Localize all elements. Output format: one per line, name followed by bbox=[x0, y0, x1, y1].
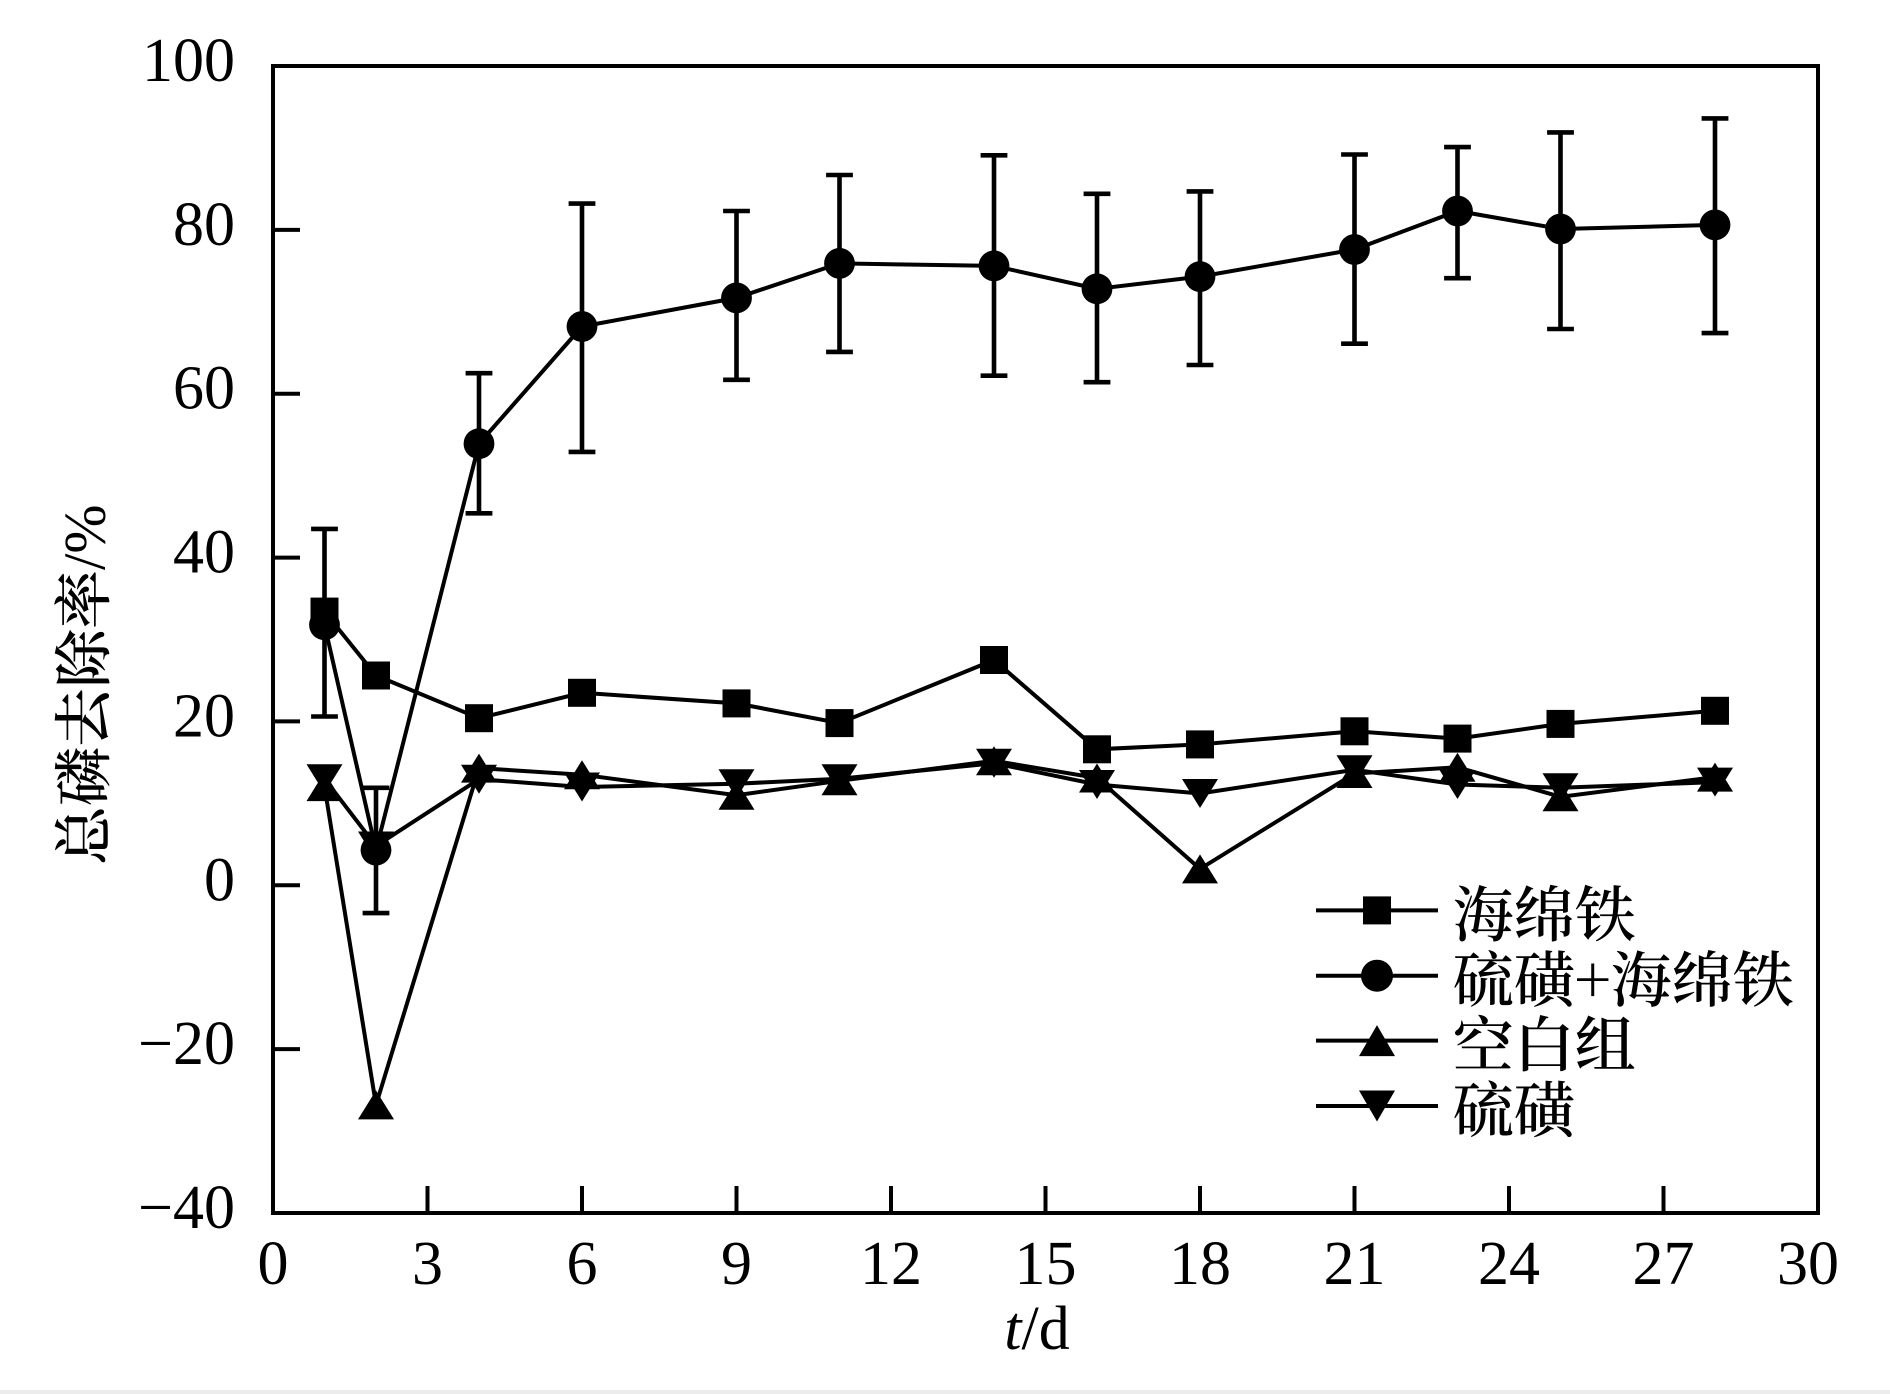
svg-text:100: 100 bbox=[142, 27, 235, 95]
svg-text:/%: /% bbox=[52, 504, 118, 570]
svg-text:0: 0 bbox=[204, 846, 235, 914]
svg-text:0: 0 bbox=[258, 1230, 289, 1298]
svg-text:12: 12 bbox=[860, 1230, 922, 1298]
svg-text:21: 21 bbox=[1324, 1230, 1386, 1298]
svg-text:27: 27 bbox=[1633, 1230, 1695, 1298]
svg-text:40: 40 bbox=[173, 519, 235, 587]
svg-text:t/d: t/d bbox=[1004, 1295, 1069, 1363]
svg-text:6: 6 bbox=[567, 1230, 598, 1298]
svg-text:80: 80 bbox=[173, 191, 235, 259]
svg-text:15: 15 bbox=[1015, 1230, 1077, 1298]
svg-text:20: 20 bbox=[173, 682, 235, 750]
svg-text:3: 3 bbox=[412, 1230, 443, 1298]
svg-text:30: 30 bbox=[1777, 1230, 1839, 1298]
svg-text:60: 60 bbox=[173, 355, 235, 423]
svg-text:−20: −20 bbox=[138, 1010, 235, 1078]
svg-text:24: 24 bbox=[1478, 1230, 1540, 1298]
svg-text:18: 18 bbox=[1169, 1230, 1231, 1298]
svg-text:9: 9 bbox=[721, 1230, 752, 1298]
svg-text:−40: −40 bbox=[138, 1174, 235, 1242]
